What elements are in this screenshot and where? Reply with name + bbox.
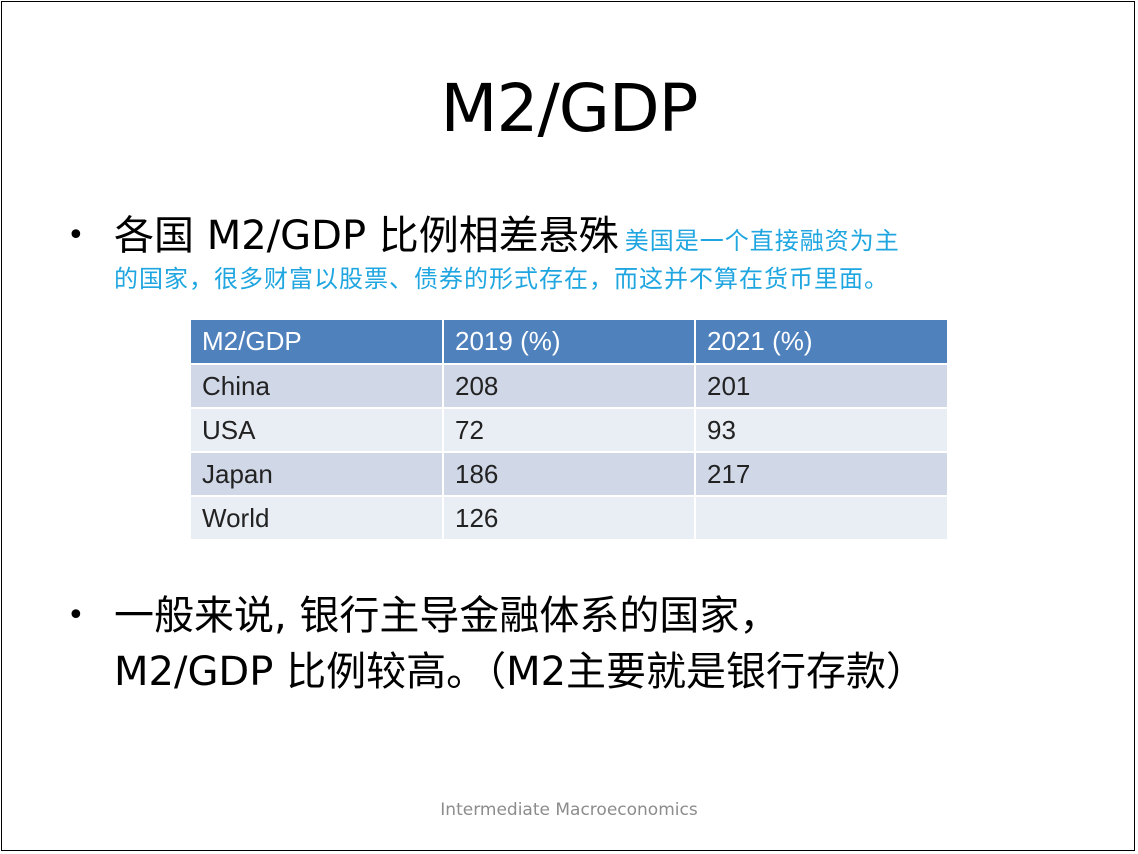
bullet-dot-icon: • xyxy=(67,598,85,633)
table-cell: China xyxy=(191,364,444,409)
slide-title: M2/GDP xyxy=(440,70,699,147)
table-cell: 126 xyxy=(443,496,696,541)
table-cell: 208 xyxy=(443,364,696,409)
handwritten-note-line-1: 美国是一个直接融资为主 xyxy=(624,227,900,255)
table-header-cell: 2019 (%) xyxy=(443,320,696,365)
handwritten-note-line-2: 的国家，很多财富以股票、债券的形式存在，而这并不算在货币里面。 xyxy=(114,265,889,293)
table-cell: 217 xyxy=(695,452,947,497)
bullet-1-line-1: 各国 M2/GDP 比例相差悬殊 美国是一个直接融资为主 xyxy=(114,212,900,260)
table-header-cell: M2/GDP xyxy=(191,320,444,365)
table-row: USA 72 93 xyxy=(191,408,947,453)
footer-text: Intermediate Macroeconomics xyxy=(440,800,698,820)
table-cell: 72 xyxy=(443,408,696,453)
table-cell: 186 xyxy=(443,452,696,497)
table-header-cell: 2021 (%) xyxy=(695,320,947,365)
table-cell: Japan xyxy=(191,452,444,497)
bullet-2-line-2: M2/GDP 比例较高。（M2主要就是银行存款） xyxy=(114,649,927,695)
table-cell: USA xyxy=(191,408,444,453)
bullet-1-line-2: 的国家，很多财富以股票、债券的形式存在，而这并不算在货币里面。 xyxy=(114,264,889,294)
bullet-1-text: 各国 M2/GDP 比例相差悬殊 xyxy=(114,213,619,259)
table-cell xyxy=(695,496,947,541)
table-cell: 93 xyxy=(695,408,947,453)
table-row: Japan 186 217 xyxy=(191,452,947,497)
table-cell: 201 xyxy=(695,364,947,409)
bullet-2-line-1: 一般来说, 银行主导金融体系的国家， xyxy=(114,593,780,639)
table-row: China 208 201 xyxy=(191,364,947,409)
table-cell: World xyxy=(191,496,444,541)
bullet-dot-icon: • xyxy=(67,218,85,253)
m2-gdp-table: M2/GDP 2019 (%) 2021 (%) China 208 201 U… xyxy=(191,320,947,541)
table-header-row: M2/GDP 2019 (%) 2021 (%) xyxy=(191,320,947,365)
table-row: World 126 xyxy=(191,496,947,541)
